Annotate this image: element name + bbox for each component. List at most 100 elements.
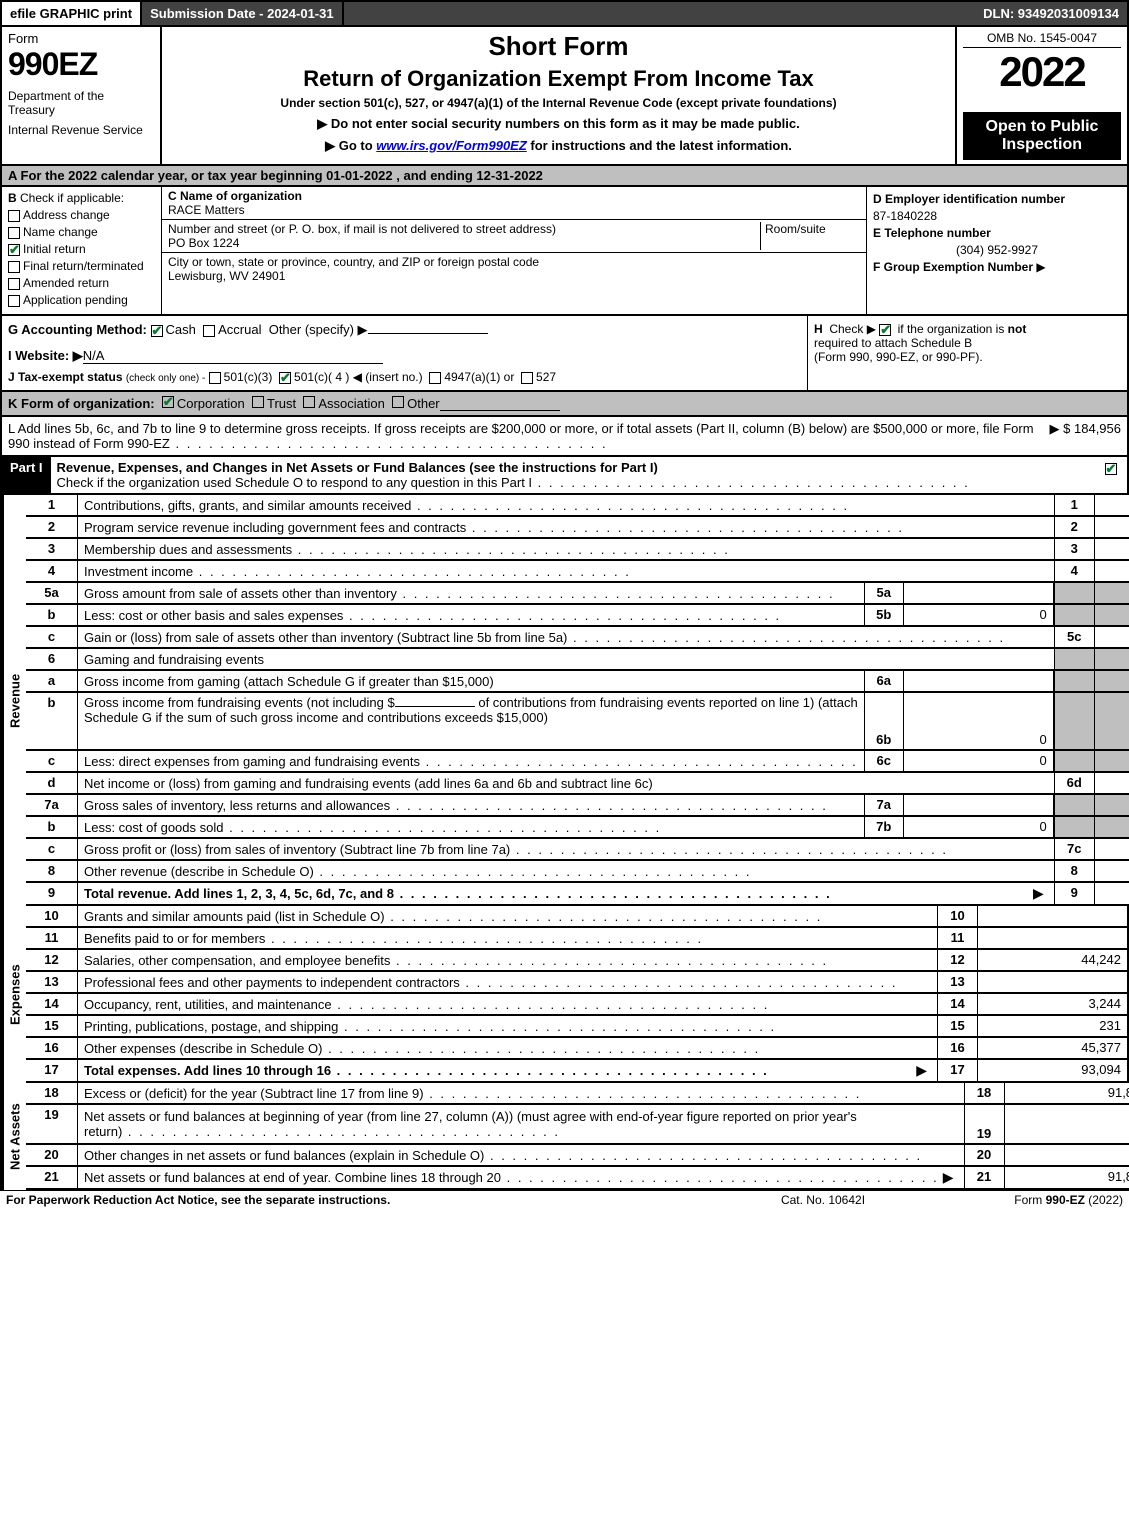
- line-3-desc: Membership dues and assessments: [84, 542, 1048, 557]
- g-label: G Accounting Method:: [8, 322, 147, 337]
- line-16-desc: Other expenses (describe in Schedule O): [84, 1041, 931, 1056]
- chk-h[interactable]: [879, 324, 891, 336]
- line-11-box: 11: [937, 928, 977, 948]
- section-b: B Check if applicable: Address change Na…: [2, 187, 162, 314]
- chk-501c[interactable]: [279, 372, 291, 384]
- line-6d-amt: [1094, 773, 1129, 793]
- line-6b-amt: [1094, 693, 1129, 749]
- line-7a-amt: [1094, 795, 1129, 815]
- irs-link[interactable]: www.irs.gov/Form990EZ: [376, 138, 527, 153]
- chk-final-label: Final return/terminated: [23, 259, 144, 273]
- page-footer: For Paperwork Reduction Act Notice, see …: [0, 1190, 1129, 1209]
- line-7a-sub: 7a: [864, 795, 904, 815]
- line-7a-box: [1054, 795, 1094, 815]
- other-org-line[interactable]: [440, 396, 560, 411]
- line-7c-amt: [1094, 839, 1129, 859]
- line-6a-box: [1054, 671, 1094, 691]
- chk-name[interactable]: [8, 227, 20, 239]
- footer-right-form: 990-EZ: [1046, 1193, 1085, 1207]
- line-7a-desc: Gross sales of inventory, less returns a…: [84, 798, 858, 813]
- line-7a-num: 7a: [26, 795, 78, 815]
- chk-cash[interactable]: [151, 325, 163, 337]
- chk-other[interactable]: [392, 396, 404, 408]
- line-5c-box: 5c: [1054, 627, 1094, 647]
- line-13-num: 13: [26, 972, 78, 992]
- line-9-num: 9: [26, 883, 78, 904]
- chk-501c3-label: 501(c)(3): [224, 370, 273, 384]
- section-def: D Employer identification number 87-1840…: [867, 187, 1127, 314]
- line-20-amt: [1004, 1145, 1129, 1165]
- l-amount: 184,956: [1074, 421, 1121, 451]
- line-7c-desc: Gross profit or (loss) from sales of inv…: [84, 842, 1048, 857]
- chk-corp[interactable]: [162, 396, 174, 408]
- chk-trust[interactable]: [252, 396, 264, 408]
- open-public-badge: Open to Public Inspection: [963, 112, 1121, 160]
- line-6b-sub: 6b: [864, 693, 904, 749]
- line-7b-desc: Less: cost of goods sold: [84, 820, 858, 835]
- chk-4947[interactable]: [429, 372, 441, 384]
- line-7c-num: c: [26, 839, 78, 859]
- line-17-box: 17: [937, 1060, 977, 1081]
- line-2-desc: Program service revenue including govern…: [84, 520, 1048, 535]
- chk-amended[interactable]: [8, 278, 20, 290]
- line-7b-amt: [1094, 817, 1129, 837]
- line-6b-num: b: [26, 693, 78, 749]
- goto-instruction: ▶ Go to www.irs.gov/Form990EZ for instru…: [168, 138, 949, 154]
- line-16-box: 16: [937, 1038, 977, 1058]
- line-20-desc: Other changes in net assets or fund bala…: [84, 1148, 958, 1163]
- chk-part-i-scho[interactable]: [1105, 463, 1117, 475]
- line-7b-sval: 0: [904, 817, 1054, 837]
- other-specify-line[interactable]: [368, 333, 488, 334]
- line-7c-box: 7c: [1054, 839, 1094, 859]
- chk-name-label: Name change: [23, 225, 98, 239]
- line-3-amt: [1094, 539, 1129, 559]
- org-name: RACE Matters: [168, 203, 245, 217]
- l-arrow: ▶ $: [1050, 421, 1071, 451]
- chk-527[interactable]: [521, 372, 533, 384]
- line-12-box: 12: [937, 950, 977, 970]
- line-6-desc: Gaming and fundraising events: [84, 652, 264, 667]
- section-h: H Check ▶ if the organization is not req…: [807, 316, 1127, 390]
- ssn-warning: ▶ Do not enter social security numbers o…: [168, 116, 949, 132]
- main-title: Return of Organization Exempt From Incom…: [168, 66, 949, 92]
- f-grp-label: F Group Exemption Number: [873, 260, 1033, 274]
- line-17-amt: 93,094: [977, 1060, 1127, 1081]
- chk-final[interactable]: [8, 261, 20, 273]
- line-10-box: 10: [937, 906, 977, 926]
- chk-initial[interactable]: [8, 244, 20, 256]
- efile-print-button[interactable]: efile GRAPHIC print: [2, 2, 142, 25]
- line-13-amt: [977, 972, 1127, 992]
- chk-cash-label: Cash: [166, 322, 196, 337]
- short-form-title: Short Form: [168, 31, 949, 62]
- chk-assoc[interactable]: [303, 396, 315, 408]
- chk-assoc-label: Association: [318, 396, 384, 411]
- part-i-title-text: Revenue, Expenses, and Changes in Net As…: [57, 460, 658, 475]
- line-14-box: 14: [937, 994, 977, 1014]
- line-19-num: 19: [26, 1105, 78, 1143]
- h-text1: Check ▶: [829, 322, 876, 336]
- line-6a-num: a: [26, 671, 78, 691]
- c-city-label: City or town, state or province, country…: [168, 255, 539, 269]
- title-block: Form 990EZ Department of the Treasury In…: [0, 27, 1129, 166]
- chk-527-label: 527: [536, 370, 556, 384]
- chk-address[interactable]: [8, 210, 20, 222]
- line-7b-num: b: [26, 817, 78, 837]
- line-2-box: 2: [1054, 517, 1094, 537]
- chk-accrual[interactable]: [203, 325, 215, 337]
- chk-501c-label: 501(c)( 4 ) ◀ (insert no.): [294, 370, 423, 384]
- line-6a-sval: [904, 671, 1054, 691]
- footer-catno: Cat. No. 10642I: [723, 1193, 923, 1207]
- line-5b-sval: 0: [904, 605, 1054, 625]
- part-i-badge: Part I: [2, 457, 51, 493]
- goto-post: for instructions and the latest informat…: [527, 138, 792, 153]
- line-12-num: 12: [26, 950, 78, 970]
- line-4-amt: [1094, 561, 1129, 581]
- line-6d-desc: Net income or (loss) from gaming and fun…: [84, 776, 653, 791]
- line-6b-blank[interactable]: [395, 706, 475, 707]
- chk-501c3[interactable]: [209, 372, 221, 384]
- i-label: I Website: ▶: [8, 348, 83, 363]
- chk-pending[interactable]: [8, 295, 20, 307]
- other-specify: Other (specify) ▶: [269, 322, 368, 337]
- netassets-group: Net Assets 18Excess or (deficit) for the…: [0, 1083, 1129, 1190]
- line-1-box: 1: [1054, 495, 1094, 515]
